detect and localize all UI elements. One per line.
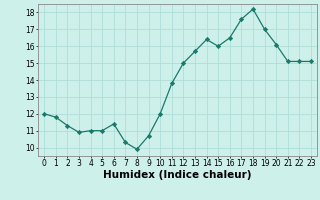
X-axis label: Humidex (Indice chaleur): Humidex (Indice chaleur) <box>103 170 252 180</box>
